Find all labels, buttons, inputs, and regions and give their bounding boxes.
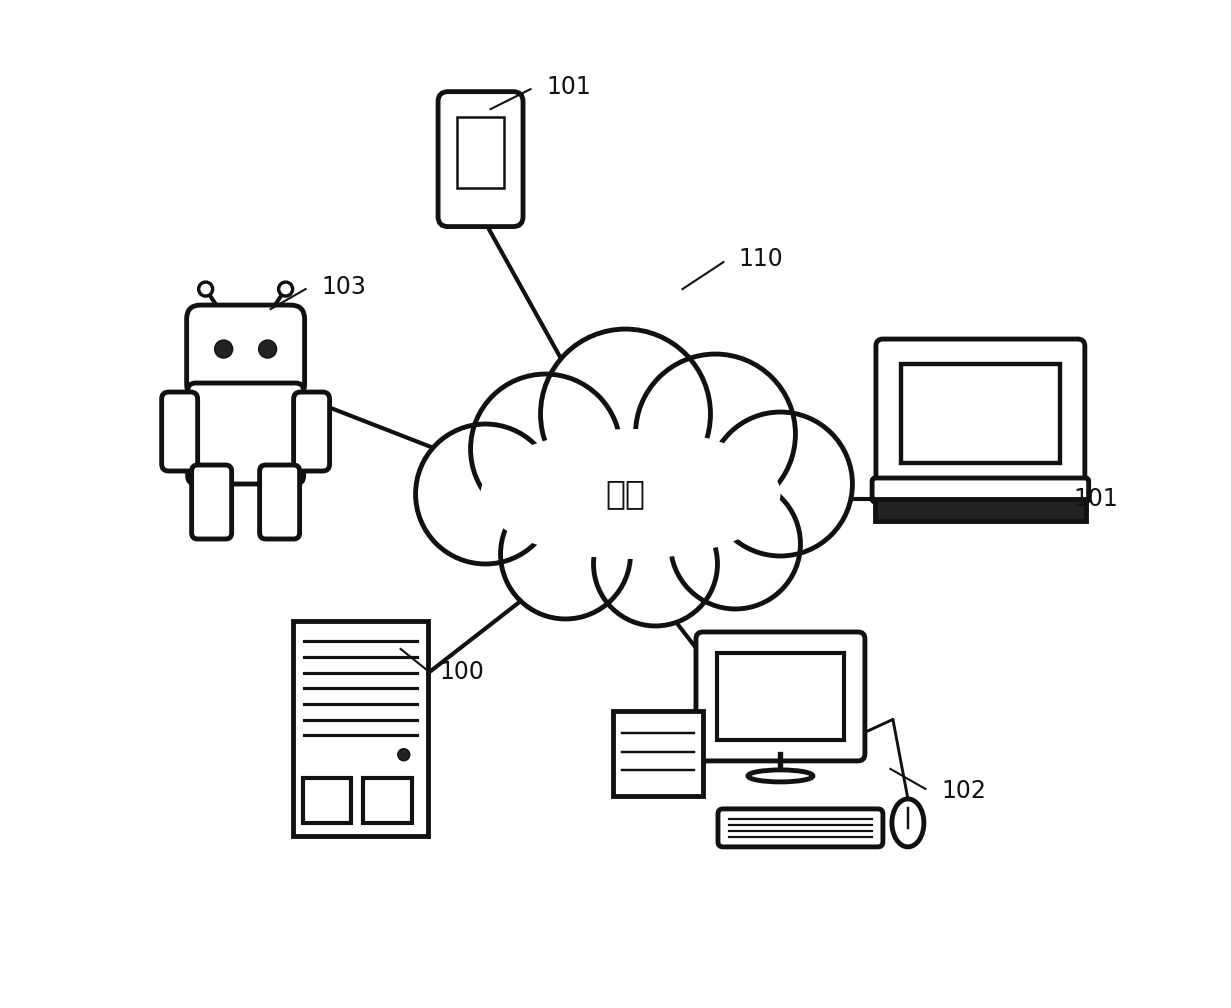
Circle shape: [214, 340, 233, 358]
FancyBboxPatch shape: [718, 808, 883, 847]
FancyBboxPatch shape: [876, 339, 1085, 488]
Circle shape: [635, 354, 795, 514]
Text: 103: 103: [321, 274, 366, 298]
Bar: [875, 499, 1086, 521]
Circle shape: [470, 374, 620, 524]
Text: 网络: 网络: [606, 478, 645, 510]
FancyBboxPatch shape: [438, 92, 523, 227]
Ellipse shape: [748, 770, 812, 782]
Circle shape: [198, 282, 213, 296]
Circle shape: [709, 412, 852, 556]
FancyBboxPatch shape: [192, 465, 231, 539]
Bar: [303, 778, 351, 824]
Text: 110: 110: [739, 247, 783, 271]
Circle shape: [278, 282, 293, 296]
Circle shape: [671, 479, 800, 609]
FancyBboxPatch shape: [187, 383, 304, 484]
Ellipse shape: [480, 429, 780, 559]
FancyBboxPatch shape: [872, 478, 1088, 502]
Circle shape: [259, 340, 277, 358]
Circle shape: [416, 424, 555, 564]
Ellipse shape: [460, 414, 800, 574]
Circle shape: [540, 329, 710, 499]
Ellipse shape: [892, 799, 924, 847]
FancyBboxPatch shape: [696, 632, 865, 761]
Bar: [613, 711, 703, 796]
Bar: [457, 117, 503, 187]
Circle shape: [501, 489, 630, 619]
Bar: [363, 778, 412, 824]
Circle shape: [593, 502, 718, 626]
Bar: [901, 364, 1060, 463]
Text: 102: 102: [940, 779, 986, 803]
FancyBboxPatch shape: [294, 392, 330, 471]
Text: 101: 101: [1073, 487, 1118, 511]
Circle shape: [398, 749, 410, 761]
FancyBboxPatch shape: [187, 305, 304, 398]
Bar: [716, 653, 844, 740]
FancyBboxPatch shape: [161, 392, 198, 471]
FancyBboxPatch shape: [260, 465, 299, 539]
Text: 101: 101: [547, 75, 591, 99]
Bar: [293, 622, 428, 837]
Text: 100: 100: [439, 660, 485, 684]
